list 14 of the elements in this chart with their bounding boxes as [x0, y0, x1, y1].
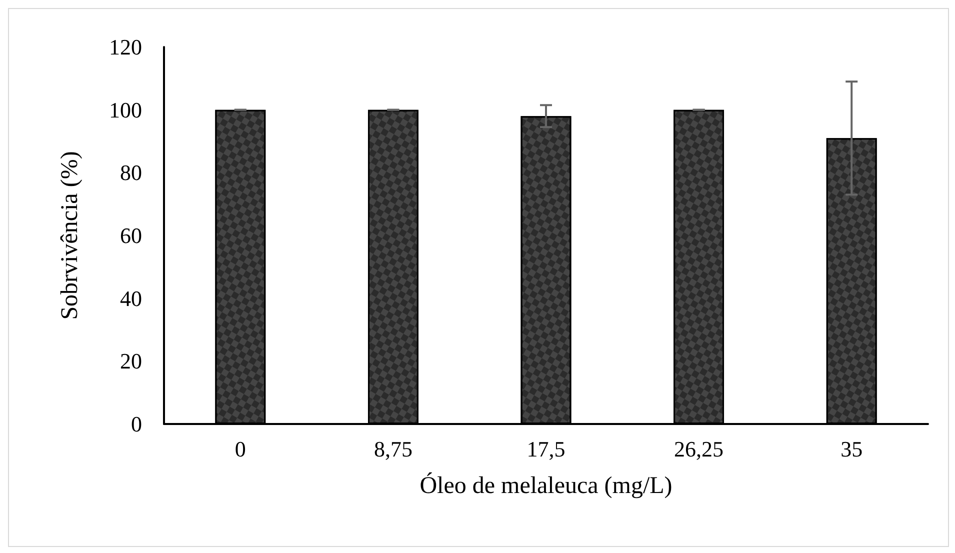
x-tick-label: 17,5: [526, 436, 566, 462]
x-tick-label: 8,75: [374, 436, 412, 462]
y-tick-label: 20: [120, 348, 142, 374]
x-axis-title: Óleo de melaleuca (mg/L): [420, 472, 672, 499]
x-tick-label: 26,25: [674, 436, 724, 462]
y-axis-title: Sobrvivência (%): [57, 151, 83, 320]
y-tick-label: 0: [131, 412, 142, 436]
x-tick-label: 0: [234, 436, 246, 462]
y-tick-label: 100: [109, 97, 142, 122]
y-tick-label: 80: [120, 160, 142, 186]
x-tick-label: 35: [840, 436, 863, 462]
y-tick-label: 40: [120, 286, 142, 311]
y-tick-label: 60: [120, 223, 142, 248]
y-tick-label: 120: [109, 34, 142, 60]
